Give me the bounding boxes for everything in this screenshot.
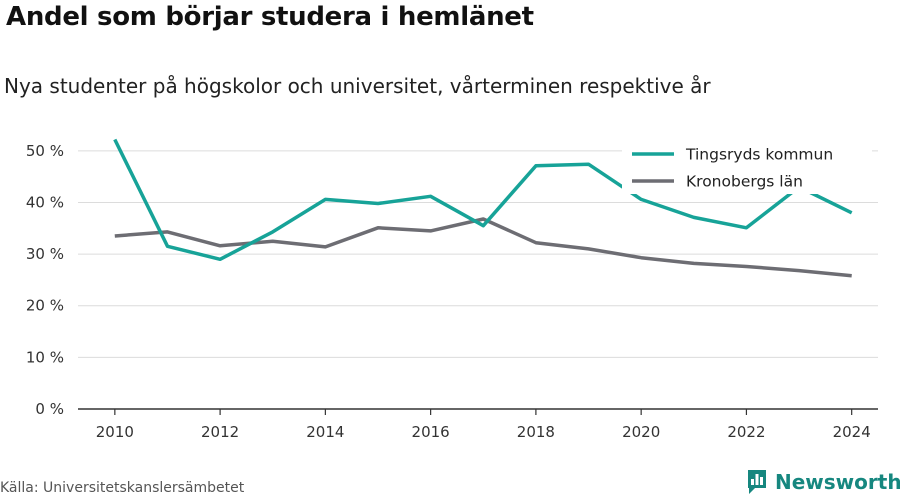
x-tick-label: 2018	[517, 423, 555, 441]
x-tick-label: 2014	[306, 423, 344, 441]
x-tick-label: 2012	[201, 423, 239, 441]
y-tick-label: 50 %	[26, 142, 64, 160]
x-tick-label: 2024	[833, 423, 871, 441]
series-lines	[113, 138, 853, 278]
chart-title: Andel som börjar studera i hemlänet	[6, 2, 534, 32]
x-tick-label: 2016	[412, 423, 450, 441]
legend-label: Tingsryds kommun	[685, 146, 833, 164]
legend-label: Kronobergs län	[686, 173, 803, 191]
newsworthy-logo-icon	[748, 470, 766, 494]
y-tick-label: 0 %	[35, 400, 64, 418]
legend-background	[622, 134, 872, 194]
legend: Tingsryds kommun Kronobergs län	[622, 134, 872, 194]
chart-subtitle: Nya studenter på högskolor och universit…	[4, 74, 711, 98]
y-tick-label: 10 %	[26, 348, 64, 366]
series-line-0	[113, 138, 853, 262]
source-note: Källa: Universitetskanslersämbetet	[0, 480, 245, 496]
x-tick-label: 2022	[727, 423, 765, 441]
brand-name: Newsworthy	[775, 470, 900, 494]
y-tick-label: 20 %	[26, 297, 64, 315]
line-chart: 0 % 10 % 20 % 30 % 40 % 50 % 2010 2012 2014 2016 2…	[25, 134, 878, 441]
brand: Newsworthy	[745, 468, 900, 496]
y-tick-label: 30 %	[26, 245, 64, 263]
x-tick-label: 2020	[622, 423, 660, 441]
x-tick-label: 2010	[96, 423, 134, 441]
axes: 0 % 10 % 20 % 30 % 40 % 50 % 2010 2012 2014 2016 2…	[26, 142, 878, 441]
y-tick-label: 40 %	[26, 193, 64, 211]
series-line-1	[114, 217, 852, 278]
